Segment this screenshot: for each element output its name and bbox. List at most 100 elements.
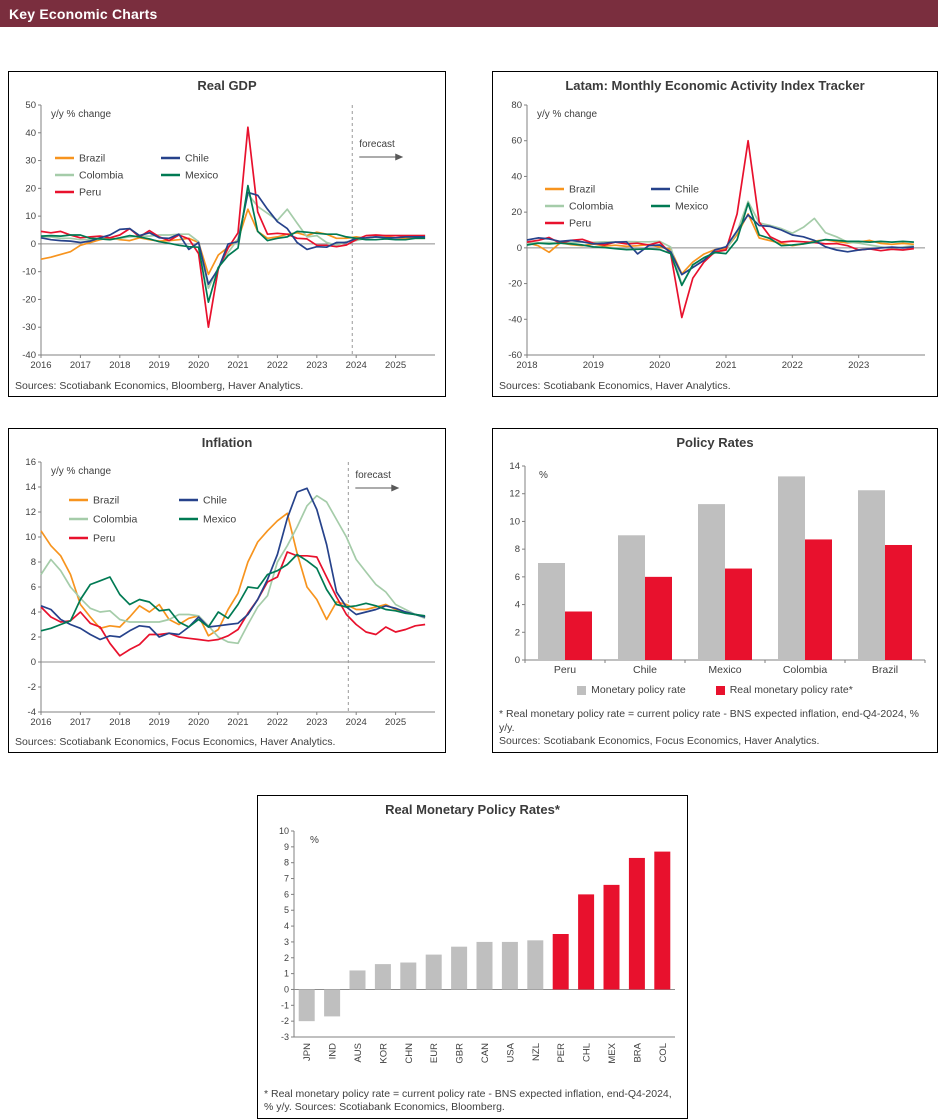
bar-chile-real-monetary-policy-rate (645, 576, 672, 660)
sources-latam-tracker: Sources: Scotiabank Economics, Haver Ana… (499, 379, 731, 392)
svg-text:Chile: Chile (675, 184, 699, 196)
svg-text:Colombia: Colombia (783, 664, 828, 676)
bar-per (552, 934, 569, 990)
svg-text:40: 40 (511, 171, 522, 182)
chart-title-real-gdp: Real GDP (197, 78, 257, 93)
series-line-mexico (526, 202, 914, 287)
svg-text:1: 1 (284, 969, 289, 979)
svg-text:-30: -30 (22, 322, 36, 333)
real-rates-footnote: * Real monetary policy rate = current po… (264, 1087, 672, 1114)
page-header: Key Economic Charts (0, 0, 938, 27)
policy-rates-footer: * Real monetary policy rate = current po… (499, 708, 931, 749)
svg-text:%: % (310, 835, 319, 846)
svg-text:BRA: BRA (632, 1042, 643, 1062)
svg-text:0: 0 (517, 243, 522, 254)
svg-text:0: 0 (284, 984, 289, 994)
bar-peru-monetary-policy-rate (538, 563, 565, 660)
svg-text:Peru: Peru (79, 187, 101, 199)
svg-text:IND: IND (328, 1043, 339, 1060)
bar-chn (400, 962, 417, 990)
svg-text:forecast: forecast (359, 139, 395, 150)
bar-brazil-monetary-policy-rate (858, 490, 885, 660)
svg-text:y/y % change: y/y % change (537, 109, 597, 120)
svg-text:2021: 2021 (227, 360, 248, 371)
svg-text:0: 0 (515, 655, 520, 666)
svg-text:CHN: CHN (404, 1043, 415, 1064)
bar-gbr (451, 946, 468, 990)
svg-text:2022: 2022 (782, 360, 803, 371)
svg-text:y/y % change: y/y % change (51, 109, 111, 120)
svg-text:-40: -40 (508, 314, 522, 325)
series-line-peru (526, 139, 915, 319)
svg-text:7: 7 (284, 874, 289, 884)
svg-text:Peru: Peru (554, 664, 576, 676)
sources-inflation: Sources: Scotiabank Economics, Focus Eco… (15, 735, 336, 748)
svg-text:2025: 2025 (385, 717, 406, 728)
svg-text:USA: USA (505, 1042, 516, 1062)
svg-text:8: 8 (31, 557, 36, 568)
svg-text:8: 8 (284, 858, 289, 868)
series-line-colombia (40, 494, 426, 645)
svg-text:-10: -10 (22, 267, 36, 278)
svg-text:10: 10 (25, 532, 36, 543)
svg-text:-1: -1 (281, 1000, 289, 1010)
svg-text:12: 12 (25, 507, 36, 518)
panel-policy-rates: Policy Rates 0 2 4 6 8 10 12 14% Peru Chile Mexico… (492, 428, 938, 753)
bar-eur (425, 954, 442, 990)
series-line-brazil (40, 512, 426, 637)
bar-colombia-real-monetary-policy-rate (805, 539, 832, 660)
svg-text:Chile: Chile (203, 495, 227, 507)
svg-text:2019: 2019 (149, 360, 170, 371)
panel-inflation: Inflation -4 -2 0 2 4 6 8 10 12 14 16 2016 2017 2018 2… (8, 428, 446, 753)
bar-col (654, 851, 671, 990)
svg-text:6: 6 (515, 572, 520, 583)
svg-text:-20: -20 (508, 279, 522, 290)
bar-bra (628, 857, 645, 990)
svg-text:2017: 2017 (70, 360, 91, 371)
svg-text:2021: 2021 (715, 360, 736, 371)
chart-real-gdp: -40 -30 -20 -10 0 10 20 30 40 50 2016 2017 2018 2019 2… (9, 95, 445, 380)
chart-real-monetary-policy-rates: -3 -2 -1 0 1 2 3 4 5 6 7 8 9 10% JPN IND AUS KOR CHN EUR GBR… (258, 819, 687, 1086)
svg-text:2: 2 (284, 953, 289, 963)
svg-text:CAN: CAN (480, 1043, 491, 1063)
svg-text:40: 40 (25, 128, 36, 139)
svg-text:2023: 2023 (848, 360, 869, 371)
legend-swatch-monetary-policy-rate (577, 685, 587, 695)
svg-text:2022: 2022 (267, 717, 288, 728)
legend-label-monetary-policy-rate: Monetary policy rate (591, 684, 686, 696)
svg-text:-60: -60 (508, 350, 522, 361)
svg-text:-4: -4 (28, 707, 36, 718)
svg-text:10: 10 (25, 211, 36, 222)
svg-text:10: 10 (279, 826, 289, 836)
panel-real-monetary-policy-rates: Real Monetary Policy Rates* -3 -2 -1 0 1 2 3 4 5… (257, 795, 688, 1119)
svg-text:2020: 2020 (188, 717, 209, 728)
bar-can (476, 941, 493, 990)
series-line-chile (40, 191, 426, 286)
svg-text:Peru: Peru (93, 533, 115, 545)
svg-text:14: 14 (25, 482, 36, 493)
svg-text:2025: 2025 (385, 360, 406, 371)
svg-text:KOR: KOR (378, 1043, 389, 1064)
svg-text:Colombia: Colombia (93, 514, 138, 526)
chart-title-real-monetary-policy-rates: Real Monetary Policy Rates* (385, 802, 560, 817)
sources-policy-rates: Sources: Scotiabank Economics, Focus Eco… (499, 735, 820, 748)
svg-text:COL: COL (658, 1043, 669, 1063)
svg-text:2016: 2016 (30, 717, 51, 728)
svg-text:2023: 2023 (306, 717, 327, 728)
bar-chl (578, 894, 595, 990)
svg-text:4: 4 (31, 607, 36, 618)
legend-entry-monetary-policy-rate: Monetary policy rate (577, 684, 686, 696)
legend-swatch-real-monetary-policy-rate (715, 685, 725, 695)
svg-text:Mexico: Mexico (708, 664, 741, 676)
svg-text:2: 2 (515, 627, 520, 638)
panel-latam-tracker: Latam: Monthly Economic Activity Index T… (492, 71, 938, 397)
svg-text:forecast: forecast (355, 470, 391, 481)
svg-text:4: 4 (284, 921, 289, 931)
svg-text:PER: PER (556, 1043, 567, 1063)
svg-text:10: 10 (509, 516, 520, 527)
chart-title-inflation: Inflation (201, 435, 253, 450)
svg-text:JPN: JPN (302, 1043, 313, 1061)
svg-text:8: 8 (515, 544, 520, 555)
svg-text:20: 20 (511, 207, 522, 218)
svg-text:2016: 2016 (30, 360, 51, 371)
